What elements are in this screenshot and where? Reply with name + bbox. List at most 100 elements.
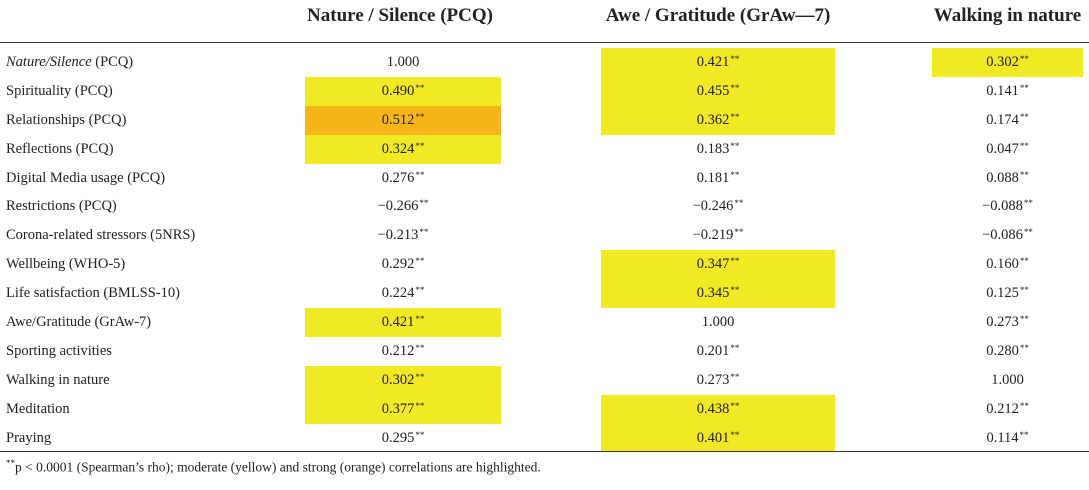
correlation-value: 0.224	[381, 285, 415, 302]
significance-marker: **	[1019, 54, 1029, 64]
correlation-value: 0.401	[696, 429, 730, 446]
significance-marker: **	[730, 256, 740, 267]
correlation-cell-col1: −0.213**	[305, 221, 501, 250]
correlation-cell-col3: 0.302**	[932, 48, 1083, 77]
correlation-cell-col3: −0.088**	[932, 192, 1083, 221]
correlation-value: 0.512	[381, 111, 415, 128]
correlation-value: 0.421	[696, 54, 730, 70]
footnote-text: p < 0.0001 (Spearman’s rho); moderate (y…	[15, 459, 541, 475]
correlation-value: 0.125	[986, 285, 1019, 302]
correlation-value: 0.347	[696, 256, 730, 273]
table-row: Spirituality (PCQ) 0.490** 0.455** 0.141**	[0, 76, 1089, 106]
significance-marker: **	[730, 169, 740, 180]
significance-marker: **	[730, 429, 740, 440]
row-label-italic: Nature/Silence	[6, 54, 92, 70]
correlation-cell-col2: 0.362**	[601, 105, 835, 135]
correlation-cell-col3: 0.114**	[932, 424, 1083, 453]
correlation-value: −0.246	[692, 198, 734, 215]
row-label: Reflections (PCQ)	[6, 140, 114, 157]
significance-marker: **	[1019, 111, 1029, 122]
correlation-cell-col3: −0.086**	[932, 221, 1083, 250]
table-row: Praying 0.295** 0.401** 0.114**	[0, 423, 1089, 453]
correlation-cell-col3: 0.141**	[932, 77, 1083, 106]
correlation-value: 0.212	[986, 400, 1019, 417]
correlation-value: 1.000	[701, 314, 735, 331]
header-awe-gratitude: Awe / Gratitude (GrAw—7)	[605, 5, 831, 26]
correlation-value: 0.273	[986, 314, 1019, 331]
significance-marker: **	[1019, 285, 1029, 296]
correlation-value: 0.174	[986, 111, 1019, 128]
significance-marker: **	[730, 54, 740, 64]
correlation-cell-col2: −0.246**	[601, 192, 835, 221]
significance-marker: **	[730, 342, 740, 353]
table-footnote: **p < 0.0001 (Spearman’s rho); moderate …	[6, 458, 1076, 476]
significance-marker: **	[415, 111, 425, 122]
significance-marker: **	[730, 111, 740, 122]
correlation-cell-col1: 0.490**	[305, 76, 501, 106]
correlation-value: 0.088	[986, 169, 1019, 186]
correlation-cell-col1: 0.292**	[305, 250, 501, 279]
correlation-cell-col2: 0.181**	[601, 164, 835, 193]
correlation-value: −0.219	[692, 227, 734, 244]
correlation-value: 0.377	[381, 400, 415, 417]
correlation-value: 0.160	[986, 256, 1019, 273]
header-divider	[0, 42, 1089, 43]
significance-marker: **	[415, 429, 425, 440]
table-bottom-rule	[0, 451, 1089, 452]
correlation-value: 1.000	[991, 371, 1024, 388]
significance-marker: **	[415, 314, 425, 325]
significance-marker: **	[734, 198, 744, 209]
row-label: Restrictions (PCQ)	[6, 198, 117, 215]
correlation-value: 0.212	[381, 342, 415, 359]
correlation-cell-col1: 0.512**	[305, 105, 501, 135]
correlation-value: 0.273	[696, 371, 730, 388]
correlation-value: 0.276	[381, 169, 415, 186]
correlation-value: −0.266	[377, 198, 419, 215]
correlation-cell-col2: 0.345**	[601, 279, 835, 309]
correlation-cell-col1: 0.276**	[305, 164, 501, 193]
correlation-cell-col1: 0.421**	[305, 308, 501, 337]
table-row: Awe/Gratitude (GrAw-7) 0.421** 1.000 0.273*…	[0, 308, 1089, 337]
correlation-cell-col3: 1.000	[932, 366, 1083, 395]
correlation-value: 0.280	[986, 342, 1019, 359]
significance-marker: **	[730, 285, 740, 296]
row-label: Sporting activities	[6, 342, 112, 359]
correlation-cell-col2: 0.201**	[601, 337, 835, 366]
row-label-rest: (PCQ)	[91, 54, 134, 70]
significance-marker: **	[1023, 227, 1033, 238]
correlation-cell-col3: 0.174**	[932, 106, 1083, 135]
significance-marker: **	[415, 285, 425, 296]
significance-marker: **	[730, 140, 740, 151]
significance-marker: **	[734, 227, 744, 238]
significance-marker: **	[415, 256, 425, 267]
correlation-cell-col3: 0.047**	[932, 135, 1083, 164]
correlation-value: 0.490	[381, 82, 415, 99]
correlation-cell-col1: 0.212**	[305, 337, 501, 366]
correlation-cell-col3: 0.160**	[932, 250, 1083, 279]
table-row: Meditation 0.377** 0.438** 0.212**	[0, 394, 1089, 424]
correlation-cell-col2: 0.421**	[601, 48, 835, 77]
significance-marker: **	[415, 342, 425, 353]
table-row: Restrictions (PCQ) −0.266** −0.246** −0.088…	[0, 192, 1089, 221]
correlation-value: −0.213	[377, 227, 419, 244]
header-walking-in-nature: Walking in nature	[933, 5, 1082, 26]
table-row: Relationships (PCQ) 0.512** 0.362** 0.174**	[0, 105, 1089, 135]
correlation-cell-col1: 0.295**	[305, 424, 501, 453]
row-label: Spirituality (PCQ)	[6, 82, 113, 99]
correlation-value: −0.088	[982, 198, 1023, 215]
significance-marker: **	[1019, 314, 1029, 325]
significance-marker: **	[1019, 342, 1029, 353]
correlation-cell-col1: 1.000	[305, 48, 501, 77]
significance-marker: **	[415, 400, 425, 411]
significance-marker: **	[419, 198, 429, 209]
table-row: Corona-related stressors (5NRS) −0.213** −…	[0, 221, 1089, 250]
correlation-value: 0.292	[381, 256, 415, 273]
correlation-value: 0.362	[696, 111, 730, 128]
correlation-cell-col2: 0.455**	[601, 76, 835, 106]
table-row: Walking in nature 0.302** 0.273** 1.000	[0, 365, 1089, 395]
row-label: Walking in nature	[6, 371, 110, 388]
significance-marker: **	[730, 400, 740, 411]
correlation-cell-col2: 0.438**	[601, 394, 835, 424]
header-nature-silence: Nature / Silence (PCQ)	[307, 5, 493, 26]
